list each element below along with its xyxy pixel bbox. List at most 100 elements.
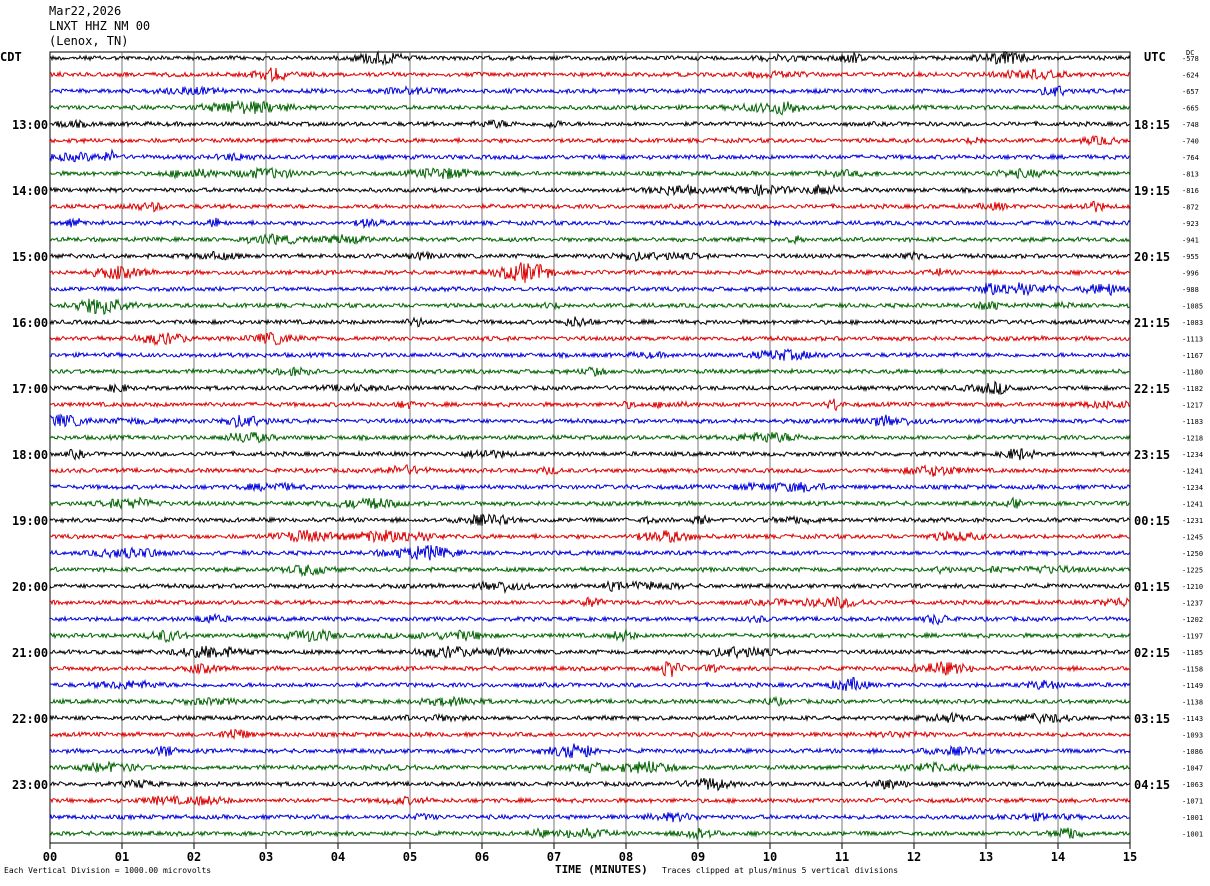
- dc-offset-label: -1218: [1182, 435, 1203, 443]
- x-tick-label: 10: [763, 850, 777, 864]
- utc-hour-label: 01:15: [1134, 580, 1170, 594]
- dc-offset-label: -988: [1182, 286, 1199, 294]
- seismic-trace: [49, 544, 1131, 561]
- x-tick-label: 05: [403, 850, 417, 864]
- x-tick-label: 13: [979, 850, 993, 864]
- seismic-trace: [49, 200, 1131, 213]
- dc-offset-label: -1183: [1182, 418, 1203, 426]
- plot-frame: [49, 51, 1131, 844]
- utc-hour-label: 23:15: [1134, 448, 1170, 462]
- local-hour-label: 22:00: [12, 712, 48, 726]
- utc-hour-label: 18:15: [1134, 118, 1170, 132]
- dc-offset-label: -1149: [1182, 682, 1203, 690]
- clipping-note: Traces clipped at plus/minus 5 vertical …: [662, 866, 899, 875]
- seismic-trace: [49, 760, 1131, 774]
- x-tick-label: 15: [1123, 850, 1137, 864]
- seismic-trace: [49, 564, 1131, 578]
- seismic-trace: [49, 529, 1131, 544]
- dc-offset-label: -624: [1182, 72, 1199, 80]
- seismic-trace: [49, 728, 1131, 740]
- dc-offset-label: -1083: [1182, 319, 1203, 327]
- dc-offset-label: -1001: [1182, 831, 1203, 839]
- dc-offset-label: -1234: [1182, 484, 1203, 492]
- dc-offset-label: -1086: [1182, 748, 1203, 756]
- dc-offset-label: -1197: [1182, 633, 1203, 641]
- seismic-trace: [49, 67, 1131, 83]
- utc-hour-label: 21:15: [1134, 316, 1170, 330]
- dc-offset-label: -872: [1182, 204, 1199, 212]
- chart-date: Mar22,2026: [49, 4, 122, 18]
- dc-offset-label: -657: [1182, 88, 1199, 96]
- dc-offset-label: -1210: [1182, 583, 1203, 591]
- dc-offset-label: -748: [1182, 121, 1199, 129]
- dc-offset-label: -1185: [1182, 649, 1203, 657]
- seismic-trace: [49, 595, 1131, 610]
- seismic-trace: [49, 233, 1131, 246]
- x-tick-label: 12: [907, 850, 921, 864]
- local-hour-label: 14:00: [12, 184, 48, 198]
- x-tick-label: 14: [1051, 850, 1065, 864]
- dc-offset-label: -1138: [1182, 699, 1203, 707]
- dc-offset-label: -813: [1182, 171, 1199, 179]
- station-location: (Lenox, TN): [49, 34, 129, 48]
- seismic-trace: [49, 431, 1131, 444]
- seismic-trace: [49, 645, 1131, 660]
- utc-hour-label: 22:15: [1134, 382, 1170, 396]
- utc-hour-label: 20:15: [1134, 250, 1170, 264]
- dc-offset-label: -1063: [1182, 781, 1203, 789]
- seismic-trace: [49, 50, 1131, 67]
- local-hour-label: 13:00: [12, 118, 48, 132]
- local-hour-label: 18:00: [12, 448, 48, 462]
- dc-offset-label: -1225: [1182, 567, 1203, 575]
- dc-offset-label: -665: [1182, 105, 1199, 113]
- dc-offset-label: -1202: [1182, 616, 1203, 624]
- seismic-trace: [49, 118, 1131, 130]
- seismic-trace: [49, 85, 1131, 97]
- dc-offset-label: -1167: [1182, 352, 1203, 360]
- local-hour-label: 21:00: [12, 646, 48, 660]
- dc-offset-label: -1158: [1182, 666, 1203, 674]
- seismic-trace: [49, 398, 1131, 412]
- dc-offset-label: -1085: [1182, 303, 1203, 311]
- seismic-trace: [49, 366, 1131, 378]
- seismic-trace: [49, 711, 1131, 725]
- seismic-trace: [49, 513, 1131, 526]
- x-tick-label: 04: [331, 850, 345, 864]
- dc-offset-label: -1241: [1182, 468, 1203, 476]
- local-hour-label: 16:00: [12, 316, 48, 330]
- seismic-trace: [49, 677, 1131, 692]
- dc-offset-label: -1231: [1182, 517, 1203, 525]
- dc-offset-label: -740: [1182, 138, 1199, 146]
- x-tick-label: 06: [475, 850, 489, 864]
- dc-offset-label: -1047: [1182, 765, 1203, 773]
- dc-offset-label: -955: [1182, 253, 1199, 261]
- dc-offset-label: -1001: [1182, 814, 1203, 822]
- local-timezone-label: CDT: [0, 50, 22, 64]
- seismic-trace: [49, 183, 1131, 197]
- seismic-trace: [49, 134, 1131, 147]
- dc-offset-label: -764: [1182, 154, 1199, 162]
- seismic-trace: [49, 331, 1131, 347]
- utc-hour-label: 04:15: [1134, 778, 1170, 792]
- seismic-trace: [49, 811, 1131, 823]
- local-hour-label: 23:00: [12, 778, 48, 792]
- dc-offset-label: -1217: [1182, 402, 1203, 410]
- vertical-division-note: Each Vertical Division = 1000.00 microvo…: [4, 866, 212, 875]
- station-code: LNXT HHZ NM 00: [49, 19, 151, 33]
- seismic-trace: [49, 262, 1131, 283]
- local-hour-label: 20:00: [12, 580, 48, 594]
- dc-offset-label: -1071: [1182, 798, 1203, 806]
- dc-offset-label: -1245: [1182, 534, 1203, 542]
- utc-hour-label: 03:15: [1134, 712, 1170, 726]
- seismic-trace: [49, 413, 1131, 429]
- dc-offset-label: -816: [1182, 187, 1199, 195]
- x-tick-label: 09: [691, 850, 705, 864]
- dc-offset-label: -1113: [1182, 336, 1203, 344]
- utc-hour-label: 19:15: [1134, 184, 1170, 198]
- dc-offset-label: -1241: [1182, 501, 1203, 509]
- dc-offset-label: -1143: [1182, 715, 1203, 723]
- x-tick-label: 01: [115, 850, 129, 864]
- seismic-trace: [49, 496, 1130, 510]
- seismic-trace: [49, 99, 1131, 116]
